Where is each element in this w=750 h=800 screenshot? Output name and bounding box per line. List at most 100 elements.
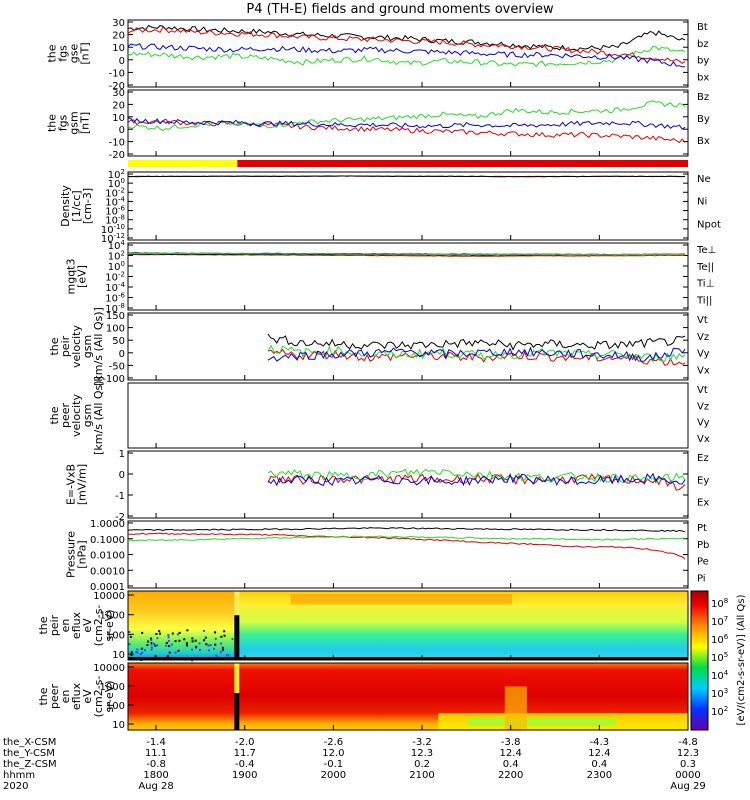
spectrogram-speck	[226, 654, 229, 657]
panel-ylabel: thefgsgsm[nT]	[46, 111, 92, 134]
panel-ylabel: Density[1/cc][cm-3]	[59, 185, 94, 227]
series-line-Bx	[127, 117, 686, 130]
axis-tick-label: 12.4	[500, 748, 522, 759]
y-tick-label: 1000	[100, 611, 125, 622]
legend-Ti||: Ti||	[696, 295, 712, 306]
mode-bar-segment	[128, 160, 238, 167]
spectrogram-speck	[156, 644, 159, 647]
spectrogram-speck	[167, 640, 170, 643]
y-tick-label: 100	[108, 260, 125, 273]
legend-bx: bx	[697, 72, 709, 83]
spectrogram-speck	[130, 651, 133, 654]
spectrogram-speck	[194, 639, 197, 642]
legend-Ez: Ez	[697, 453, 709, 464]
spectrogram-speck	[129, 635, 132, 638]
y-tick-label: 10-2	[105, 186, 125, 199]
axis-tick-label: 12.3	[677, 748, 699, 759]
panel-ylabel: mgqt3[eV]	[65, 259, 89, 295]
y-tick-label: -10	[109, 138, 125, 149]
axis-tick-label: 11.1	[145, 748, 167, 759]
legend-By: By	[697, 114, 710, 125]
series-line-bz	[127, 26, 686, 64]
spectrogram-band	[290, 594, 513, 605]
legend-Vt: Vt	[697, 315, 708, 326]
spectrogram-speck	[177, 649, 180, 652]
legend-bz: bz	[697, 39, 709, 50]
spectrogram-speck	[198, 648, 201, 651]
panel-ylabel: thepeervelocitygsm[km/s (All Qs)]	[48, 376, 105, 455]
spectrogram-speck	[198, 642, 201, 645]
spectrogram-speck	[165, 644, 168, 647]
series-line-Pe	[128, 535, 686, 542]
spectrogram-speck	[136, 651, 139, 654]
colorbar-tick-label: 108	[711, 597, 728, 610]
axis-tick-label: 12.4	[588, 748, 610, 759]
y-tick-label: 150	[106, 311, 125, 322]
y-tick-label: 20	[112, 31, 125, 42]
y-tick-label: 20	[112, 100, 125, 111]
legend-Npot: Npot	[697, 219, 721, 230]
y-tick-label: 0.0001	[90, 582, 125, 593]
y-tick-label: 100	[106, 701, 125, 712]
axis-tick-label: 0000	[675, 770, 700, 781]
y-tick-label: 0.0010	[90, 566, 125, 577]
y-tick-label: 1.0000	[90, 519, 125, 530]
spectrogram-speck	[191, 637, 194, 640]
spectrogram-speck	[139, 653, 142, 656]
legend-Te||: Te||	[696, 262, 714, 273]
y-tick-label: 10-8	[105, 302, 125, 315]
legend-Pe: Pe	[697, 557, 709, 568]
spectrogram-speck	[209, 644, 212, 647]
axis-tick-label: 2100	[409, 770, 434, 781]
legend-Ti⊥: Ti⊥	[696, 279, 714, 290]
panel-ylabel: Pressure[nPa]	[65, 531, 89, 578]
legend-Bz: Bz	[697, 92, 709, 103]
y-tick-label: 0	[119, 349, 125, 360]
spectrogram-band	[467, 717, 616, 726]
y-tick-label: 0.0100	[90, 551, 125, 562]
y-tick-label: 10	[112, 43, 125, 54]
spectrogram-speck	[221, 646, 224, 649]
series-line-Ez	[267, 473, 686, 491]
spectrogram-gap	[234, 615, 240, 660]
spectrogram-speck	[170, 643, 173, 646]
spectrogram-speck	[155, 632, 158, 635]
spectrogram-speck	[135, 651, 138, 654]
legend-Vt: Vt	[697, 385, 708, 396]
spectrogram-speck	[165, 641, 168, 644]
spectrogram-speck	[186, 644, 189, 647]
axis-tick-label: -0.1	[324, 759, 344, 770]
colorbar-tick-label: 106	[711, 633, 729, 646]
spectrogram-speck	[214, 631, 217, 634]
panel-stack: thefgsgse[nT]3020100-10-20Btbzbybxthefgs…	[3, 18, 747, 792]
y-tick-label: 0	[119, 125, 125, 136]
spectrogram-speck	[227, 654, 230, 657]
chart-title: P4 (TH-E) fields and ground moments over…	[246, 2, 554, 17]
y-tick-label: 1000	[100, 682, 125, 693]
colorbar: 108 107 106 105 104 103 102 [eV/(cm2-s-sr-eV)] …	[690, 590, 747, 731]
spectrogram-speck	[207, 649, 210, 652]
spectrogram-speck	[143, 649, 146, 652]
series-line-Ni	[127, 175, 686, 178]
spectrogram-speck	[158, 630, 161, 633]
y-tick-label: -100	[102, 374, 125, 385]
panel-frame	[127, 382, 689, 449]
spectrogram-speck	[174, 651, 177, 654]
spectrogram-speck	[150, 648, 153, 651]
y-tick-label: 10-4	[105, 195, 125, 208]
legend-Bt: Bt	[697, 22, 708, 33]
axis-tick-label: -3.8	[501, 737, 521, 748]
spectrogram-speck	[185, 642, 188, 645]
axis-tick-label: -0.4	[235, 759, 255, 770]
y-tick-label: -20	[109, 81, 125, 92]
spectrogram-speck	[153, 642, 156, 645]
spectrogram-speck	[176, 633, 179, 636]
spectrogram-speck	[195, 646, 198, 649]
y-tick-label: 100	[106, 324, 125, 335]
spectrogram-speck	[150, 643, 153, 646]
spectrogram-speck	[203, 639, 206, 642]
axis-tick-label: -4.3	[590, 737, 610, 748]
spectrogram-speck	[167, 655, 170, 658]
spectrogram-speck	[128, 643, 131, 646]
